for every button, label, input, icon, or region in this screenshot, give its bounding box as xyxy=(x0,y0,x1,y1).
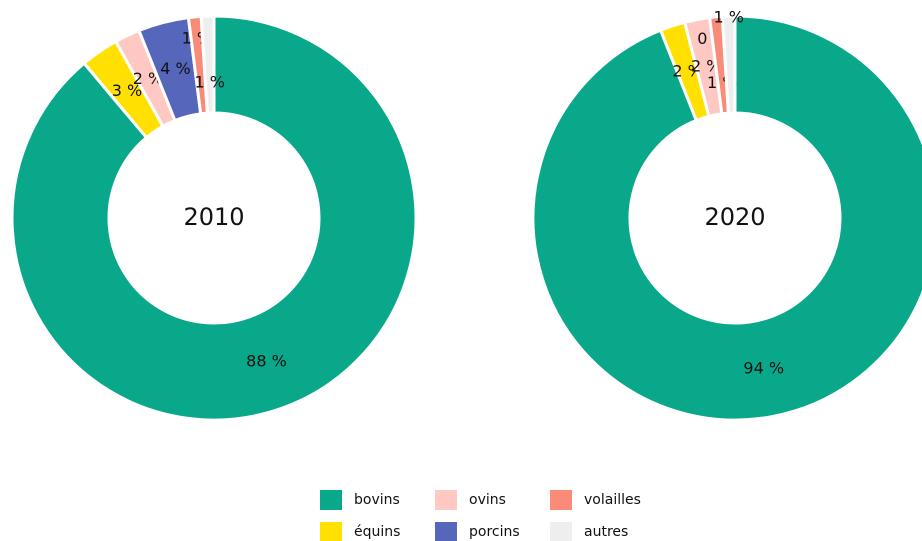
legend-label: volailles xyxy=(584,492,641,508)
legend-swatch xyxy=(320,522,342,541)
legend-swatch xyxy=(435,522,457,541)
legend-label: équins xyxy=(354,524,400,540)
legend-swatch xyxy=(435,490,457,510)
slice xyxy=(531,14,922,422)
legend-swatch xyxy=(550,490,572,510)
data-label: 3 % xyxy=(112,81,142,100)
slice xyxy=(720,14,737,115)
legend-swatch xyxy=(320,490,342,510)
slice xyxy=(10,14,418,422)
data-label: 4 % xyxy=(160,59,190,78)
legend-label: bovins xyxy=(354,492,400,508)
data-label: 88 % xyxy=(246,352,287,371)
legend-label: porcins xyxy=(469,524,520,540)
slice xyxy=(199,14,216,115)
legend-label: ovins xyxy=(469,492,506,508)
legend-label: autres xyxy=(584,524,628,540)
center-label: 2020 xyxy=(704,203,765,231)
data-label: 1 % xyxy=(194,73,224,92)
data-label: 1 % xyxy=(713,8,743,27)
legend-swatch xyxy=(550,522,572,541)
center-label: 2010 xyxy=(183,203,244,231)
data-label: 94 % xyxy=(743,358,784,377)
